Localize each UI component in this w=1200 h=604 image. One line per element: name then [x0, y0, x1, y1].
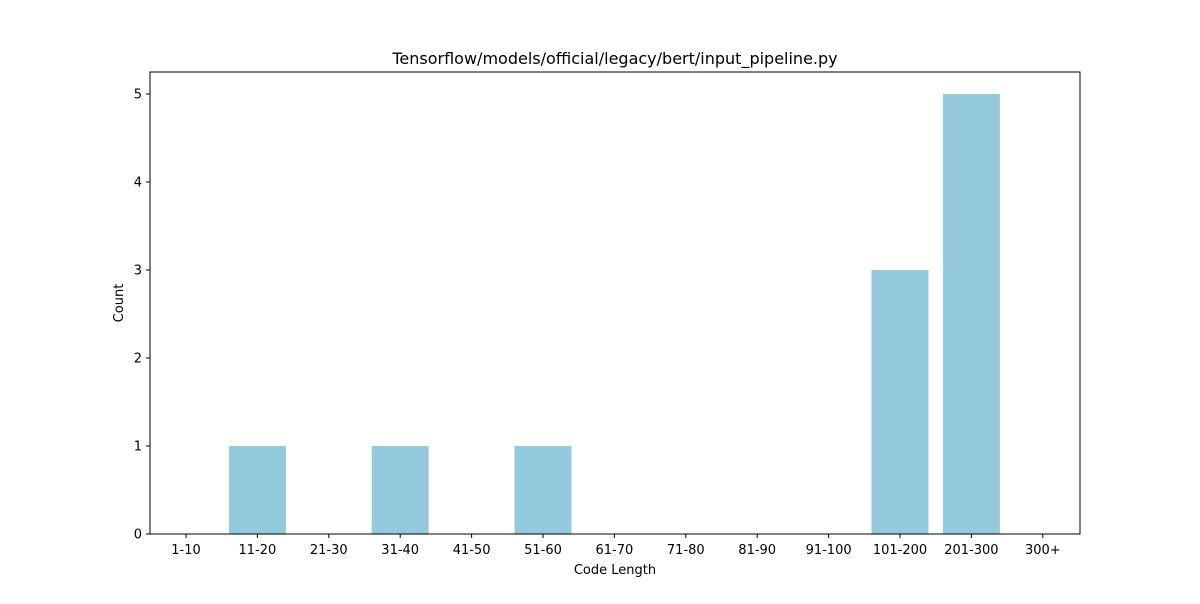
y-axis-ticks: 0 1 2 3 4 5: [134, 88, 150, 543]
bars-layer: [228, 94, 1000, 534]
y-tick-label: 2: [134, 352, 142, 367]
y-axis-label: Count: [112, 284, 127, 323]
x-axis-label: Code Length: [574, 563, 656, 578]
x-tick-label: 21-30: [310, 543, 348, 558]
bar-31-40: [371, 446, 429, 534]
plot-area-frame: [149, 71, 1081, 535]
bar-101-200: [871, 270, 929, 534]
x-tick-label: 81-90: [738, 543, 776, 558]
chart-title: Tensorflow/models/official/legacy/bert/i…: [391, 49, 837, 69]
x-tick-label: 201-300: [944, 543, 998, 558]
x-tick-label: 71-80: [667, 543, 705, 558]
x-tick-label: 51-60: [524, 543, 562, 558]
x-tick-label: 1-10: [171, 543, 201, 558]
y-tick-label: 1: [134, 440, 142, 455]
y-tick-label: 5: [134, 88, 142, 103]
x-tick-label: 91-100: [806, 543, 852, 558]
y-tick-label: 4: [134, 176, 142, 191]
x-axis-ticks: 1-10 11-20 21-30 31-40 41-50 51-60 61-70 71-80 8…: [171, 534, 1061, 558]
bar-11-20: [228, 446, 286, 534]
x-tick-label: 61-70: [596, 543, 634, 558]
y-tick-label: 3: [134, 264, 142, 279]
bar-51-60: [514, 446, 572, 534]
x-tick-label: 31-40: [381, 543, 419, 558]
x-tick-label: 300+: [1025, 543, 1061, 558]
x-tick-label: 41-50: [453, 543, 491, 558]
x-tick-label: 101-200: [873, 543, 927, 558]
x-tick-label: 11-20: [239, 543, 277, 558]
bar-201-300: [942, 94, 1000, 534]
y-tick-label: 0: [134, 528, 142, 543]
